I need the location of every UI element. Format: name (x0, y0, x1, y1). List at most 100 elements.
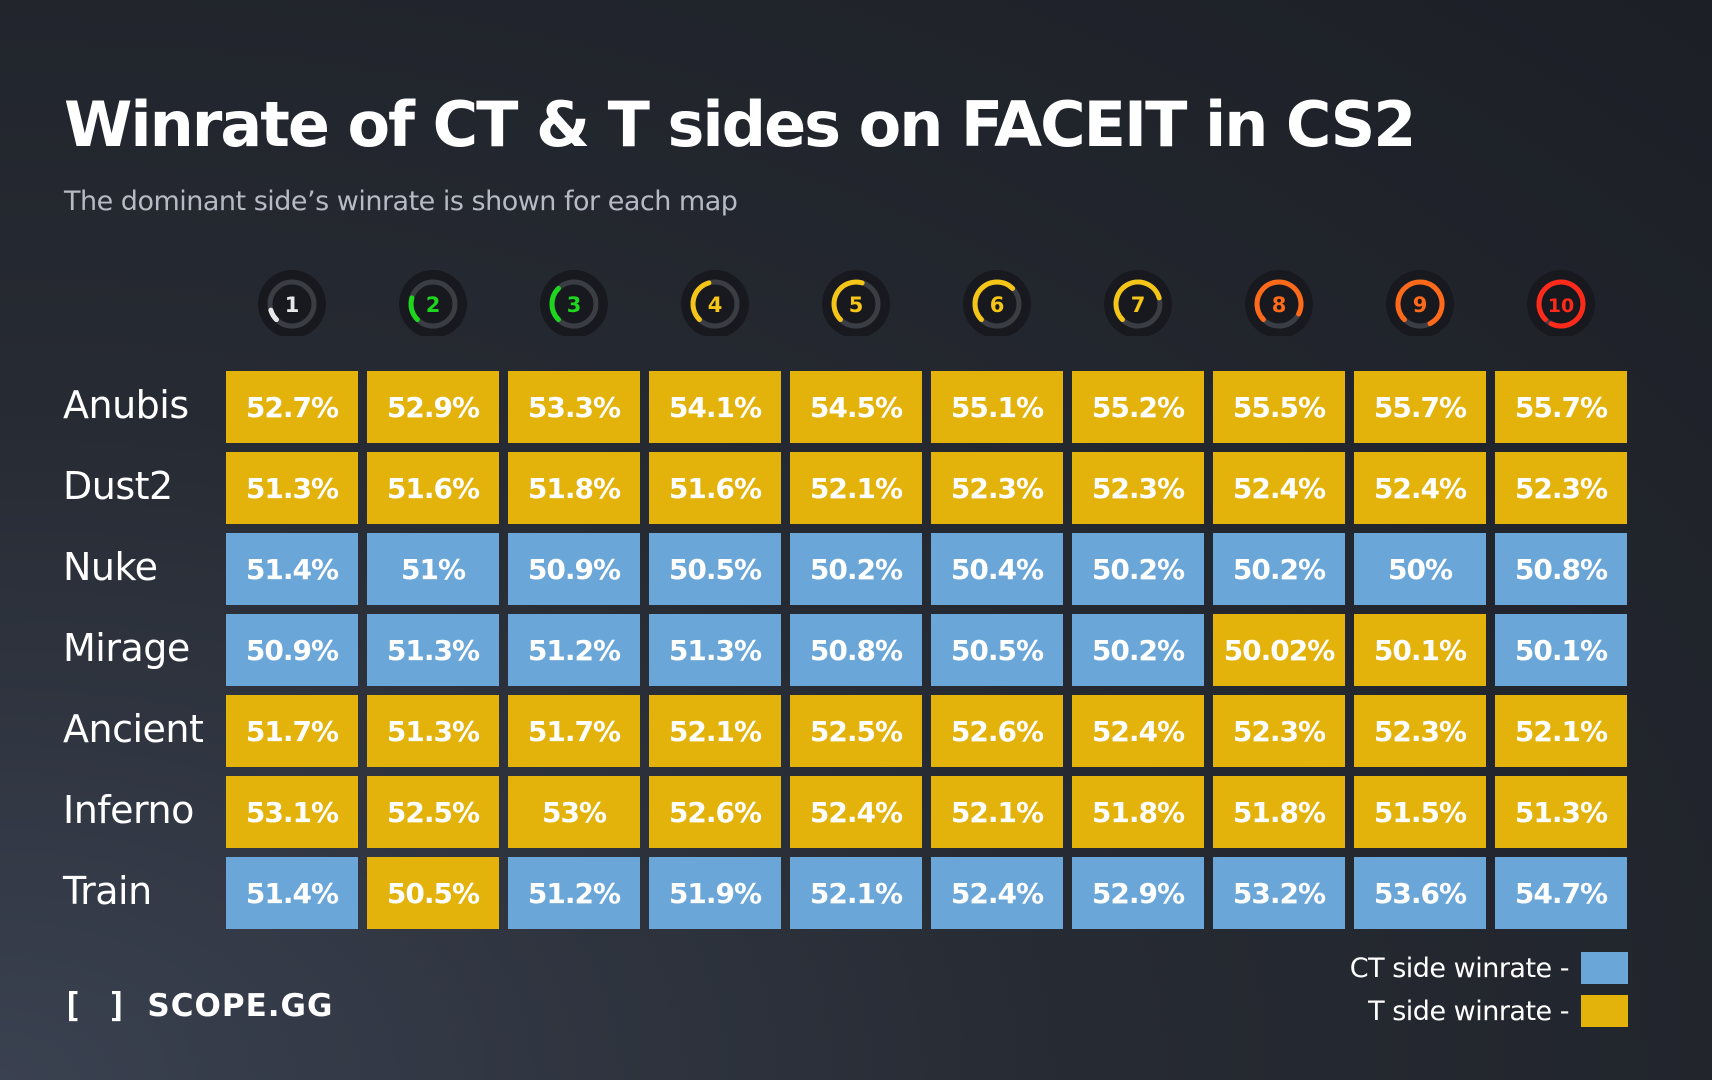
winrate-cell-dust2-4: 51.6% (649, 452, 781, 524)
level-6-progress-arc (972, 279, 1016, 323)
map-label-nuke: Nuke (63, 545, 158, 589)
winrate-cell-anubis-5: 54.5% (790, 371, 922, 443)
winrate-cell-inferno-8: 51.8% (1213, 776, 1345, 848)
level-10-badge: 10 (1525, 264, 1597, 338)
winrate-cell-ancient-10: 52.1% (1495, 695, 1627, 767)
level-3-badge: 3 (538, 264, 610, 338)
winrate-cell-ancient-5: 52.5% (790, 695, 922, 767)
level-9-label: 9 (1413, 293, 1428, 317)
level-2-badge: 2 (397, 264, 469, 338)
level-1-label: 1 (285, 293, 300, 317)
map-label-dust2: Dust2 (63, 464, 173, 508)
winrate-cell-mirage-3: 51.2% (508, 614, 640, 686)
winrate-cell-mirage-6: 50.5% (931, 614, 1063, 686)
scope-gg-logo-text: SCOPE.GG (147, 988, 334, 1024)
winrate-cell-dust2-7: 52.3% (1072, 452, 1204, 524)
winrate-cell-inferno-9: 51.5% (1354, 776, 1486, 848)
level-5-badge: 5 (820, 264, 892, 338)
winrate-cell-anubis-3: 53.3% (508, 371, 640, 443)
chart-subtitle: The dominant side’s winrate is shown for… (64, 186, 738, 217)
winrate-cell-inferno-5: 52.4% (790, 776, 922, 848)
winrate-cell-nuke-7: 50.2% (1072, 533, 1204, 605)
winrate-cell-train-10: 54.7% (1495, 857, 1627, 929)
level-5-progress-arc (831, 279, 865, 323)
winrate-cell-inferno-7: 51.8% (1072, 776, 1204, 848)
winrate-cell-inferno-2: 52.5% (367, 776, 499, 848)
winrate-cell-dust2-8: 52.4% (1213, 452, 1345, 524)
legend-ct: CT side winrate - (1350, 952, 1628, 984)
level-8-label: 8 (1272, 293, 1287, 317)
winrate-cell-mirage-5: 50.8% (790, 614, 922, 686)
winrate-cell-dust2-9: 52.4% (1354, 452, 1486, 524)
winrate-cell-ancient-7: 52.4% (1072, 695, 1204, 767)
winrate-cell-mirage-4: 51.3% (649, 614, 781, 686)
winrate-cell-train-5: 52.1% (790, 857, 922, 929)
winrate-cell-nuke-6: 50.4% (931, 533, 1063, 605)
level-5-label: 5 (849, 293, 864, 317)
winrate-cell-mirage-9: 50.1% (1354, 614, 1486, 686)
winrate-cell-inferno-3: 53% (508, 776, 640, 848)
winrate-cell-nuke-5: 50.2% (790, 533, 922, 605)
winrate-cell-mirage-1: 50.9% (226, 614, 358, 686)
level-7-label: 7 (1131, 293, 1146, 317)
winrate-cell-anubis-6: 55.1% (931, 371, 1063, 443)
winrate-cell-nuke-3: 50.9% (508, 533, 640, 605)
level-9-progress-arc (1395, 279, 1445, 327)
winrate-cell-mirage-2: 51.3% (367, 614, 499, 686)
winrate-cell-nuke-10: 50.8% (1495, 533, 1627, 605)
winrate-cell-train-6: 52.4% (931, 857, 1063, 929)
winrate-cell-dust2-10: 52.3% (1495, 452, 1627, 524)
map-label-anubis: Anubis (63, 383, 189, 427)
winrate-cell-ancient-2: 51.3% (367, 695, 499, 767)
winrate-cell-nuke-2: 51% (367, 533, 499, 605)
winrate-cell-mirage-7: 50.2% (1072, 614, 1204, 686)
level-4-label: 4 (708, 293, 723, 317)
map-label-inferno: Inferno (63, 788, 194, 832)
winrate-cell-nuke-1: 51.4% (226, 533, 358, 605)
map-label-ancient: Ancient (63, 707, 204, 751)
level-8-badge: 8 (1243, 264, 1315, 338)
winrate-cell-anubis-9: 55.7% (1354, 371, 1486, 443)
winrate-cell-dust2-5: 52.1% (790, 452, 922, 524)
winrate-cell-ancient-4: 52.1% (649, 695, 781, 767)
winrate-cell-ancient-3: 51.7% (508, 695, 640, 767)
winrate-cell-anubis-1: 52.7% (226, 371, 358, 443)
winrate-cell-anubis-8: 55.5% (1213, 371, 1345, 443)
winrate-cell-train-4: 51.9% (649, 857, 781, 929)
level-1-badge: 1 (256, 264, 328, 338)
level-4-progress-arc (690, 280, 712, 323)
chart-title: Winrate of CT & T sides on FACEIT in CS2 (64, 88, 1416, 161)
level-3-progress-arc (549, 285, 561, 323)
winrate-cell-anubis-10: 55.7% (1495, 371, 1627, 443)
winrate-cell-inferno-10: 51.3% (1495, 776, 1627, 848)
winrate-cell-ancient-8: 52.3% (1213, 695, 1345, 767)
winrate-cell-dust2-3: 51.8% (508, 452, 640, 524)
winrate-cell-dust2-2: 51.6% (367, 452, 499, 524)
winrate-cell-nuke-8: 50.2% (1213, 533, 1345, 605)
scope-gg-logo-icon: [ ] (62, 986, 130, 1026)
legend-t-label: T side winrate - (1368, 995, 1569, 1027)
level-8-progress-arc (1254, 279, 1304, 323)
legend-t: T side winrate - (1368, 995, 1628, 1027)
winrate-cell-dust2-6: 52.3% (931, 452, 1063, 524)
winrate-cell-inferno-1: 53.1% (226, 776, 358, 848)
level-1-progress-arc (268, 307, 279, 323)
level-6-label: 6 (990, 293, 1005, 317)
winrate-cell-mirage-10: 50.1% (1495, 614, 1627, 686)
winrate-cell-ancient-1: 51.7% (226, 695, 358, 767)
level-10-label: 10 (1548, 295, 1574, 317)
map-label-train: Train (63, 869, 152, 913)
level-2-label: 2 (426, 293, 441, 317)
winrate-cell-anubis-4: 54.1% (649, 371, 781, 443)
map-label-mirage: Mirage (63, 626, 190, 670)
legend-ct-label: CT side winrate - (1349, 952, 1570, 984)
winrate-cell-train-3: 51.2% (508, 857, 640, 929)
winrate-cell-dust2-1: 51.3% (226, 452, 358, 524)
level-9-badge: 9 (1384, 264, 1456, 338)
winrate-cell-train-1: 51.4% (226, 857, 358, 929)
winrate-cell-train-9: 53.6% (1354, 857, 1486, 929)
level-6-badge: 6 (961, 264, 1033, 338)
level-7-badge: 7 (1102, 264, 1174, 338)
winrate-cell-inferno-4: 52.6% (649, 776, 781, 848)
level-7-progress-arc (1113, 279, 1162, 323)
